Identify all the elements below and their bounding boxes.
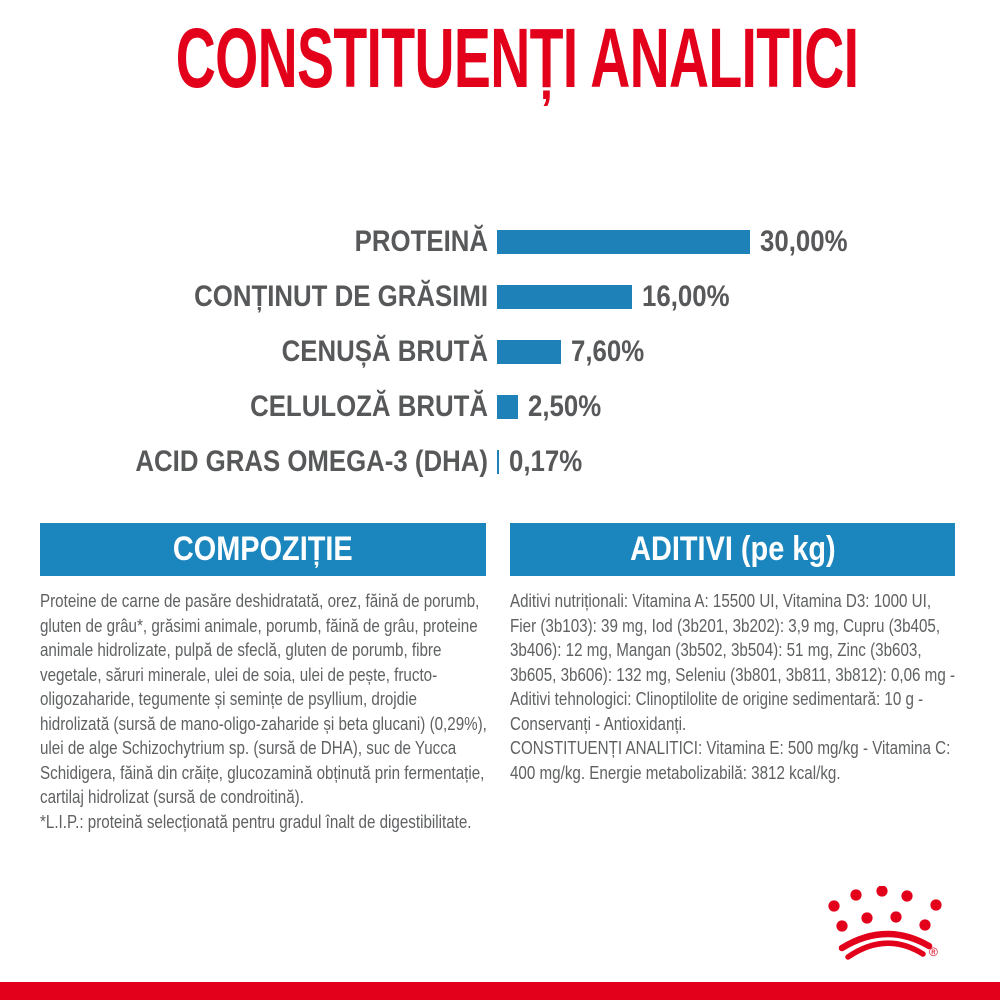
crown-base-arcs xyxy=(838,930,933,960)
composition-header: COMPOZIȚIE xyxy=(173,530,353,569)
chart-category-label: PROTEINĂ xyxy=(354,224,488,258)
additives-body: Aditivi nutriționali: Vitamina A: 15500 … xyxy=(510,590,956,734)
chart-category-label: CELULOZĂ BRUTĂ xyxy=(250,389,488,423)
chart-bar xyxy=(497,284,632,309)
composition-body: Proteine de carne de pasăre deshidratată… xyxy=(40,590,487,807)
additives-analytical-constituents: CONSTITUENȚI ANALITICI: Vitamina E: 500 … xyxy=(510,737,951,783)
chart-bar-wrap: 7,60% xyxy=(497,335,656,369)
chart-bar-wrap: 16,00% xyxy=(497,280,744,314)
chart-bar xyxy=(497,229,750,254)
chart-value-label: 2,50% xyxy=(528,389,602,423)
chart-category-label: ACID GRAS OMEGA-3 (DHA) xyxy=(135,444,488,478)
chart-category-label: CONȚINUT DE GRĂSIMI xyxy=(194,279,488,313)
chart-value-label: 30,00% xyxy=(760,224,848,258)
chart-value-label: 16,00% xyxy=(642,279,730,313)
chart-value-label: 7,60% xyxy=(571,334,645,368)
crown-dots xyxy=(828,886,942,932)
chart-bar xyxy=(497,449,499,474)
analytical-constituents-chart: PROTEINĂ 30,00% CONȚINUT DE GRĂSIMI 16,00% C… xyxy=(0,214,1000,489)
chart-value-label: 0,17% xyxy=(509,444,583,478)
additives-header-box: ADITIVI (pe kg) xyxy=(510,523,955,576)
chart-bar xyxy=(497,339,561,364)
chart-bar xyxy=(497,394,518,419)
chart-row: ACID GRAS OMEGA-3 (DHA) 0,17% xyxy=(0,434,1000,489)
chart-bar-wrap: 2,50% xyxy=(497,390,613,424)
chart-row: CENUȘĂ BRUTĂ 7,60% xyxy=(0,324,1000,379)
page-title: CONSTITUENȚI ANALITICI xyxy=(175,11,859,105)
page-title-wrap: CONSTITUENȚI ANALITICI xyxy=(0,16,1000,100)
chart-bar-wrap: 0,17% xyxy=(497,445,594,479)
royal-canin-crown-logo: ® xyxy=(828,886,942,960)
registered-trademark: ® xyxy=(929,945,938,959)
composition-section: COMPOZIȚIE Proteine de carne de pasăre d… xyxy=(40,523,487,834)
composition-footnote: *L.I.P.: proteină selecționată pentru gr… xyxy=(40,810,472,832)
additives-section: ADITIVI (pe kg) Aditivi nutriționali: Vi… xyxy=(510,523,955,785)
chart-category-label: CENUȘĂ BRUTĂ xyxy=(281,334,488,368)
additives-header: ADITIVI (pe kg) xyxy=(629,530,836,569)
composition-header-box: COMPOZIȚIE xyxy=(40,523,486,576)
bottom-red-bar xyxy=(0,982,1000,1000)
chart-row: CELULOZĂ BRUTĂ 2,50% xyxy=(0,379,1000,434)
chart-bar-wrap: 30,00% xyxy=(497,225,862,259)
chart-row: PROTEINĂ 30,00% xyxy=(0,214,1000,269)
chart-row: CONȚINUT DE GRĂSIMI 16,00% xyxy=(0,269,1000,324)
